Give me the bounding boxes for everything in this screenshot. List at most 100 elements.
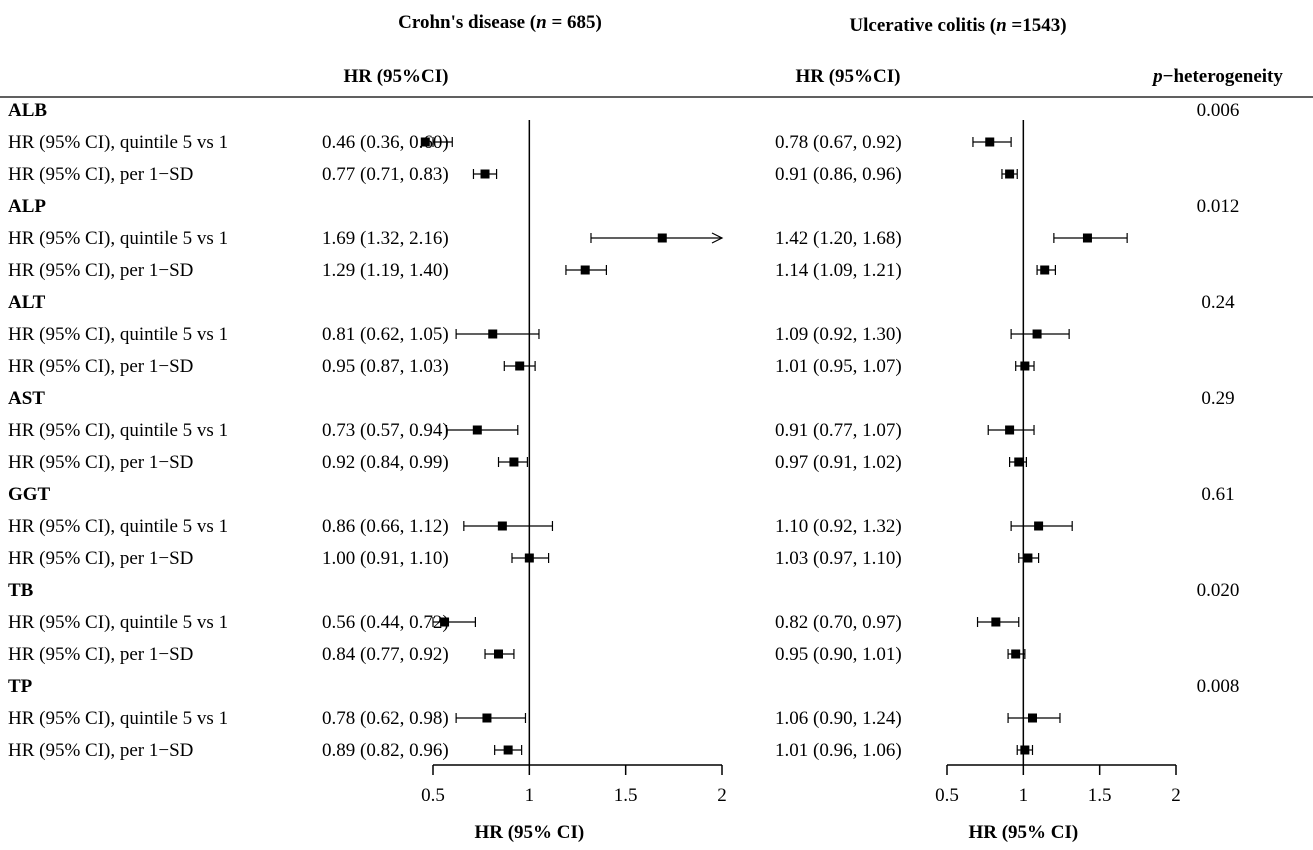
ci-arrow-cd bbox=[711, 232, 724, 244]
hr-text-cd: 0.89 (0.82, 0.96) bbox=[322, 740, 449, 761]
x-tick-label-cd: 2 bbox=[717, 785, 727, 806]
hr-point-uc bbox=[1082, 233, 1092, 243]
hr-point-cd bbox=[503, 745, 513, 755]
row-label: HR (95% CI), quintile 5 vs 1 bbox=[8, 132, 228, 153]
p-heterogeneity-value: 0.29 bbox=[1201, 388, 1234, 409]
x-tick-label-cd: 1 bbox=[525, 785, 535, 806]
group-label-alb: ALB bbox=[8, 100, 47, 121]
group-label-ast: AST bbox=[8, 388, 45, 409]
hr-text-uc: 1.14 (1.09, 1.21) bbox=[775, 260, 902, 281]
p-heterogeneity-value: 0.012 bbox=[1197, 196, 1240, 217]
hr-text-cd: 1.00 (0.91, 1.10) bbox=[322, 548, 449, 569]
hr-text-cd: 0.81 (0.62, 1.05) bbox=[322, 324, 449, 345]
x-tick-label-uc: 0.5 bbox=[935, 785, 959, 806]
hr-point-uc bbox=[1020, 361, 1030, 371]
x-axis-label-uc: HR (95% CI) bbox=[968, 822, 1078, 843]
hr-text-uc: 0.78 (0.67, 0.92) bbox=[775, 132, 902, 153]
row-label: HR (95% CI), per 1−SD bbox=[8, 452, 193, 473]
p-heterogeneity-value: 0.24 bbox=[1201, 292, 1235, 313]
row-label: HR (95% CI), quintile 5 vs 1 bbox=[8, 228, 228, 249]
hr-text-uc: 1.01 (0.96, 1.06) bbox=[775, 740, 902, 761]
x-tick-label-cd: 0.5 bbox=[421, 785, 445, 806]
hr-point-uc bbox=[1005, 425, 1015, 435]
hr-point-cd bbox=[657, 233, 667, 243]
group-label-tb: TB bbox=[8, 580, 34, 601]
hr-text-cd: 0.73 (0.57, 0.94) bbox=[322, 420, 449, 441]
hr-text-cd: 0.95 (0.87, 1.03) bbox=[322, 356, 449, 377]
hr-text-uc: 0.91 (0.86, 0.96) bbox=[775, 164, 902, 185]
x-tick-label-uc: 1 bbox=[1019, 785, 1029, 806]
row-label: HR (95% CI), quintile 5 vs 1 bbox=[8, 612, 228, 633]
hr-point-uc bbox=[1034, 521, 1044, 531]
hr-text-uc: 0.91 (0.77, 1.07) bbox=[775, 420, 902, 441]
row-label: HR (95% CI), per 1−SD bbox=[8, 260, 193, 281]
hr-point-cd bbox=[497, 521, 507, 531]
hr-point-cd bbox=[494, 649, 504, 659]
row-label: HR (95% CI), per 1−SD bbox=[8, 356, 193, 377]
hr-text-cd: 0.78 (0.62, 0.98) bbox=[322, 708, 449, 729]
p-heterogeneity-value: 0.020 bbox=[1197, 580, 1240, 601]
hr-text-cd: 0.56 (0.44, 0.72) bbox=[322, 612, 449, 633]
row-label: HR (95% CI), per 1−SD bbox=[8, 740, 193, 761]
p-heterogeneity-header: p−heterogeneity bbox=[1151, 66, 1283, 87]
hr-text-uc: 1.06 (0.90, 1.24) bbox=[775, 708, 902, 729]
row-label: HR (95% CI), per 1−SD bbox=[8, 164, 193, 185]
x-tick-label-uc: 1.5 bbox=[1088, 785, 1112, 806]
row-label: HR (95% CI), quintile 5 vs 1 bbox=[8, 324, 228, 345]
hr-point-cd bbox=[482, 713, 492, 723]
hr-point-cd bbox=[420, 137, 430, 147]
row-label: HR (95% CI), quintile 5 vs 1 bbox=[8, 708, 228, 729]
hr-point-uc bbox=[991, 617, 1001, 627]
hr-text-cd: 0.92 (0.84, 0.99) bbox=[322, 452, 449, 473]
hr-text-cd: 0.86 (0.66, 1.12) bbox=[322, 516, 449, 537]
row-label: HR (95% CI), quintile 5 vs 1 bbox=[8, 420, 228, 441]
row-label: HR (95% CI), per 1−SD bbox=[8, 548, 193, 569]
x-axis-label-cd: HR (95% CI) bbox=[474, 822, 584, 843]
hr-point-cd bbox=[515, 361, 525, 371]
hr-point-cd bbox=[480, 169, 490, 179]
hr-point-uc bbox=[985, 137, 995, 147]
hr-point-uc bbox=[1023, 553, 1033, 563]
group-label-alt: ALT bbox=[8, 292, 46, 313]
hr-point-uc bbox=[1014, 457, 1024, 467]
p-heterogeneity-value: 0.008 bbox=[1197, 676, 1240, 697]
group-label-ggt: GGT bbox=[8, 484, 51, 505]
x-tick-label-uc: 2 bbox=[1171, 785, 1181, 806]
panel-title-uc: Ulcerative colitis (n =1543) bbox=[849, 15, 1066, 36]
group-label-tp: TP bbox=[8, 676, 33, 697]
hr-text-uc: 1.01 (0.95, 1.07) bbox=[775, 356, 902, 377]
hr-column-header-uc: HR (95%CI) bbox=[795, 66, 900, 87]
hr-text-uc: 0.95 (0.90, 1.01) bbox=[775, 644, 902, 665]
hr-column-header-cd: HR (95%CI) bbox=[343, 66, 448, 87]
hr-point-uc bbox=[1011, 649, 1021, 659]
hr-point-uc bbox=[1005, 169, 1015, 179]
hr-text-uc: 0.97 (0.91, 1.02) bbox=[775, 452, 902, 473]
row-label: HR (95% CI), quintile 5 vs 1 bbox=[8, 516, 228, 537]
hr-text-cd: 1.69 (1.32, 2.16) bbox=[322, 228, 449, 249]
hr-point-cd bbox=[488, 329, 498, 339]
hr-text-cd: 0.46 (0.36, 0.60) bbox=[322, 132, 449, 153]
hr-point-cd bbox=[580, 265, 590, 275]
hr-text-cd: 0.77 (0.71, 0.83) bbox=[322, 164, 449, 185]
hr-text-uc: 1.03 (0.97, 1.10) bbox=[775, 548, 902, 569]
hr-point-uc bbox=[1027, 713, 1037, 723]
hr-point-cd bbox=[440, 617, 450, 627]
p-heterogeneity-value: 0.61 bbox=[1201, 484, 1234, 505]
hr-text-cd: 1.29 (1.19, 1.40) bbox=[322, 260, 449, 281]
panel-title-cd: Crohn's disease (n = 685) bbox=[398, 12, 602, 33]
group-label-alp: ALP bbox=[8, 196, 46, 217]
hr-text-uc: 1.42 (1.20, 1.68) bbox=[775, 228, 902, 249]
hr-point-cd bbox=[509, 457, 519, 467]
hr-text-uc: 0.82 (0.70, 0.97) bbox=[775, 612, 902, 633]
p-heterogeneity-value: 0.006 bbox=[1197, 100, 1240, 121]
hr-point-uc bbox=[1032, 329, 1042, 339]
hr-text-uc: 1.09 (0.92, 1.30) bbox=[775, 324, 902, 345]
hr-text-cd: 0.84 (0.77, 0.92) bbox=[322, 644, 449, 665]
row-label: HR (95% CI), per 1−SD bbox=[8, 644, 193, 665]
hr-point-cd bbox=[472, 425, 482, 435]
hr-point-uc bbox=[1040, 265, 1050, 275]
hr-point-uc bbox=[1020, 745, 1030, 755]
hr-text-uc: 1.10 (0.92, 1.32) bbox=[775, 516, 902, 537]
x-tick-label-cd: 1.5 bbox=[614, 785, 638, 806]
